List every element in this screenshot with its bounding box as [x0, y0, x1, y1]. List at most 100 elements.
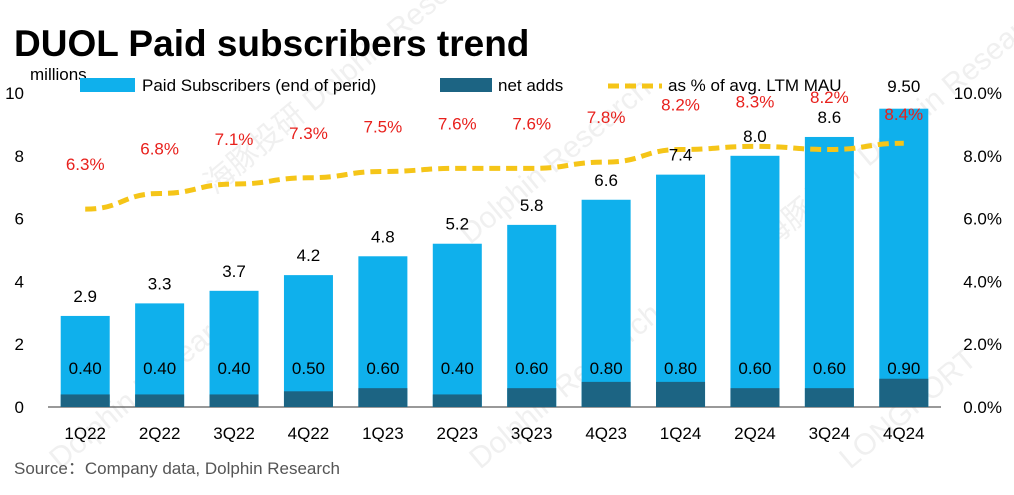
bar-net-adds: [581, 381, 631, 407]
bar-paid-subscribers: [358, 256, 408, 407]
data-label-paid-subscribers: 3.7: [222, 262, 246, 281]
y-left-tick-label: 0: [15, 398, 24, 417]
legend-swatch-paid-subscribers: [80, 78, 135, 92]
data-label-net-adds: 0.40: [69, 359, 102, 378]
data-label-mau-percent: 7.3%: [289, 124, 328, 143]
data-label-paid-subscribers: 8.0: [743, 127, 767, 146]
x-tick-label: 3Q23: [511, 424, 553, 443]
x-tick-label: 1Q22: [64, 424, 106, 443]
y-left-tick-label: 8: [15, 147, 24, 166]
data-label-mau-percent: 7.5%: [364, 118, 403, 137]
data-label-mau-percent: 8.3%: [736, 92, 775, 111]
source-note: Source：Company data, Dolphin Research: [14, 459, 340, 478]
y-right-tick-label: 4.0%: [963, 272, 1002, 291]
data-label-mau-percent: 7.6%: [438, 114, 477, 133]
data-label-paid-subscribers: 7.4: [669, 146, 693, 165]
data-label-paid-subscribers: 5.8: [520, 196, 544, 215]
legend-label-net-adds: net adds: [498, 76, 563, 95]
chart-title: DUOL Paid subscribers trend: [14, 23, 529, 64]
data-label-net-adds: 0.80: [664, 359, 697, 378]
y-left-tick-label: 6: [15, 210, 24, 229]
data-label-paid-subscribers: 2.9: [73, 287, 97, 306]
data-label-paid-subscribers: 5.2: [445, 215, 469, 234]
watermark-text: Dolphin Research: [463, 297, 667, 476]
x-tick-label: 4Q24: [883, 424, 925, 443]
y-right-tick-label: 2.0%: [963, 335, 1002, 354]
y-right-tick-label: 0.0%: [963, 398, 1002, 417]
bar-paid-subscribers: [283, 275, 333, 407]
data-label-paid-subscribers: 6.6: [594, 171, 618, 190]
bar-net-adds: [60, 394, 110, 407]
bar-net-adds: [135, 394, 185, 407]
y-left-tick-label: 10: [5, 84, 24, 103]
data-label-mau-percent: 6.3%: [66, 155, 105, 174]
x-tick-label: 3Q24: [809, 424, 851, 443]
unit-label: millions: [30, 65, 87, 84]
bar-paid-subscribers: [581, 199, 631, 407]
bars-layer: [60, 108, 929, 407]
line-layer: [85, 140, 904, 212]
bar-net-adds: [804, 388, 854, 407]
x-tick-label: 1Q23: [362, 424, 404, 443]
bar-net-adds: [879, 378, 929, 407]
data-label-net-adds: 0.60: [515, 359, 548, 378]
data-label-net-adds: 0.60: [366, 359, 399, 378]
bar-paid-subscribers: [730, 155, 780, 407]
bar-net-adds: [507, 388, 557, 407]
data-labels-layer: 2.9 3.3 3.7 4.2 4.8 5.2 5.8 6.6 7.4 8.0 8.6 9.50 0.4…: [66, 77, 923, 378]
bar-net-adds: [656, 381, 706, 407]
bar-paid-subscribers: [135, 303, 185, 407]
y-right-tick-label: 6.0%: [963, 210, 1002, 229]
y-right-tick-label: 10.0%: [954, 84, 1002, 103]
bar-net-adds: [283, 391, 333, 407]
data-label-net-adds: 0.40: [217, 359, 250, 378]
x-tick-label: 3Q22: [213, 424, 255, 443]
data-label-net-adds: 0.90: [887, 359, 920, 378]
data-label-net-adds: 0.60: [813, 359, 846, 378]
x-tick-label: 2Q23: [436, 424, 478, 443]
data-label-mau-percent: 8.2%: [810, 88, 849, 107]
data-label-net-adds: 0.60: [738, 359, 771, 378]
data-label-net-adds: 0.40: [441, 359, 474, 378]
x-tick-label: 1Q24: [660, 424, 702, 443]
y-axis-left: 0 2 4 6 8 10: [5, 84, 24, 417]
bar-paid-subscribers: [879, 108, 929, 407]
x-tick-label: 4Q22: [288, 424, 330, 443]
y-left-tick-label: 4: [15, 272, 24, 291]
x-tick-label: 4Q23: [585, 424, 627, 443]
x-tick-label: 2Q22: [139, 424, 181, 443]
bar-net-adds: [209, 394, 259, 407]
data-label-mau-percent: 6.8%: [140, 139, 179, 158]
data-label-paid-subscribers: 4.8: [371, 227, 395, 246]
data-label-mau-percent: 8.2%: [661, 96, 700, 115]
data-label-paid-subscribers: 8.6: [818, 108, 842, 127]
legend: Paid Subscribers (end of perid) net adds…: [80, 76, 842, 95]
bar-paid-subscribers: [507, 224, 557, 407]
bar-paid-subscribers: [432, 243, 482, 407]
data-label-mau-percent: 7.1%: [215, 130, 254, 149]
bar-paid-subscribers: [656, 174, 706, 407]
legend-label-mau-line: as % of avg. LTM MAU: [668, 76, 842, 95]
legend-label-paid-subscribers: Paid Subscribers (end of perid): [142, 76, 376, 95]
y-axis-right: 0.0% 2.0% 4.0% 6.0% 8.0% 10.0%: [954, 84, 1002, 417]
data-label-net-adds: 0.50: [292, 359, 325, 378]
bar-paid-subscribers: [209, 290, 259, 407]
legend-swatch-net-adds: [440, 78, 492, 92]
data-label-paid-subscribers: 4.2: [297, 246, 321, 265]
x-tick-label: 2Q24: [734, 424, 776, 443]
data-label-mau-percent: 8.4%: [884, 105, 923, 124]
bar-net-adds: [730, 388, 780, 407]
data-label-net-adds: 0.80: [590, 359, 623, 378]
bar-paid-subscribers: [60, 315, 110, 407]
bar-net-adds: [432, 394, 482, 407]
data-label-paid-subscribers: 3.3: [148, 274, 172, 293]
data-label-mau-percent: 7.8%: [587, 108, 626, 127]
bar-paid-subscribers: [804, 136, 854, 407]
y-left-tick-label: 2: [15, 335, 24, 354]
data-label-mau-percent: 7.6%: [512, 114, 551, 133]
y-right-tick-label: 8.0%: [963, 147, 1002, 166]
data-label-net-adds: 0.40: [143, 359, 176, 378]
line-mau-percent: [85, 140, 904, 212]
